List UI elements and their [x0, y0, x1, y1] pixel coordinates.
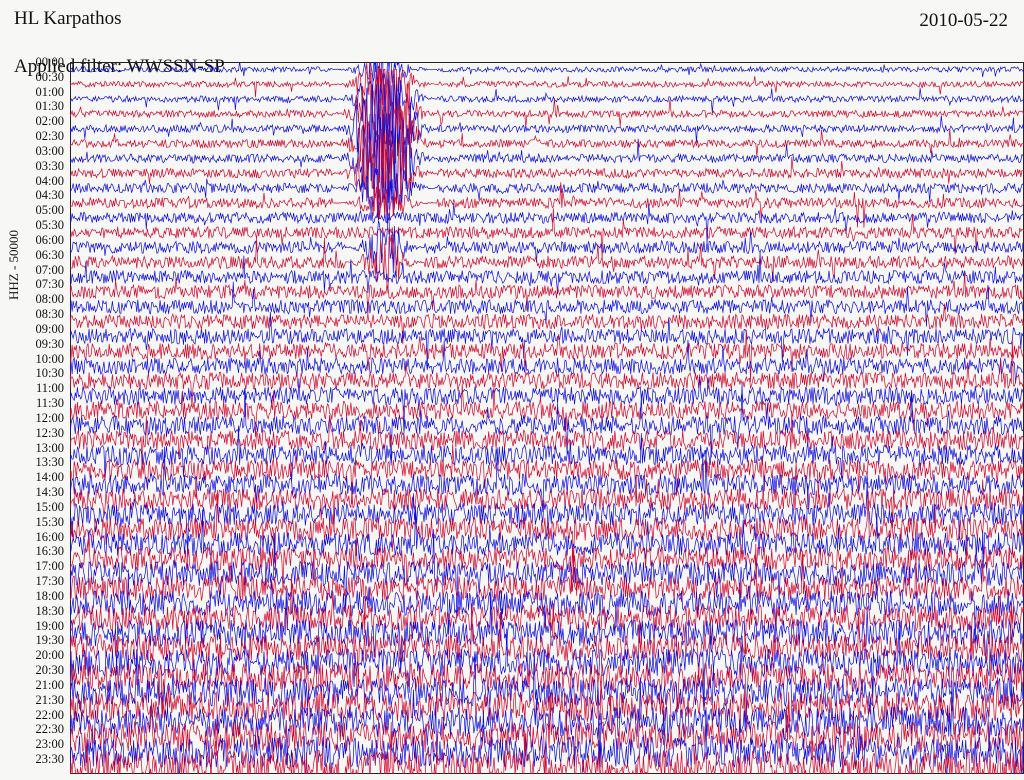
row-time-label: 04:00 [8, 174, 64, 189]
row-time-label: 21:00 [8, 678, 64, 693]
row-time-label: 18:00 [8, 589, 64, 604]
row-time-label: 09:00 [8, 322, 64, 337]
row-time-label: 11:00 [8, 381, 64, 396]
row-time-label: 15:30 [8, 515, 64, 530]
row-time-label: 23:30 [8, 752, 64, 767]
row-time-label: 15:00 [8, 500, 64, 515]
row-time-label: 20:00 [8, 648, 64, 663]
row-time-label: 09:30 [8, 337, 64, 352]
row-time-label: 22:30 [8, 722, 64, 737]
row-time-label: 02:30 [8, 129, 64, 144]
row-time-label: 08:30 [8, 307, 64, 322]
row-time-label: 13:00 [8, 441, 64, 456]
row-time-label: 04:30 [8, 188, 64, 203]
row-time-label: 07:30 [8, 277, 64, 292]
row-time-label: 17:30 [8, 574, 64, 589]
row-time-label: 17:00 [8, 559, 64, 574]
row-time-label: 16:30 [8, 544, 64, 559]
row-time-label: 03:00 [8, 144, 64, 159]
row-time-label: 22:00 [8, 708, 64, 723]
helicorder-plot-area[interactable]: 00:00 00:30 01:00 01:30 02:00 02:30 03:00 03:30… [70, 62, 1024, 774]
row-time-label: 08:00 [8, 292, 64, 307]
row-time-label: 19:00 [8, 619, 64, 634]
row-time-label: 06:30 [8, 248, 64, 263]
row-time-label: 18:30 [8, 604, 64, 619]
row-time-label: 12:30 [8, 426, 64, 441]
trace-row-47 [70, 62, 1024, 774]
row-time-label: 14:00 [8, 470, 64, 485]
row-time-label: 06:00 [8, 233, 64, 248]
station-title: HL Karpathos [14, 8, 225, 30]
seismogram-page: HL Karpathos Applied filter: WWSSN-SP 20… [0, 0, 1024, 780]
row-time-label: 00:30 [8, 70, 64, 85]
row-time-label: 14:30 [8, 485, 64, 500]
row-time-label: 01:00 [8, 85, 64, 100]
row-time-label: 21:30 [8, 693, 64, 708]
row-time-label: 05:30 [8, 218, 64, 233]
row-time-label: 03:30 [8, 159, 64, 174]
row-time-label: 01:30 [8, 99, 64, 114]
row-time-label: 10:00 [8, 352, 64, 367]
row-time-label: 05:00 [8, 203, 64, 218]
row-time-label: 02:00 [8, 114, 64, 129]
row-time-label: 11:30 [8, 396, 64, 411]
row-time-label: 23:00 [8, 737, 64, 752]
row-time-label: 10:30 [8, 366, 64, 381]
row-time-label: 00:00 [8, 55, 64, 70]
row-time-label: 07:00 [8, 263, 64, 278]
row-time-label: 12:00 [8, 411, 64, 426]
row-time-label: 20:30 [8, 663, 64, 678]
row-time-label: 19:30 [8, 633, 64, 648]
row-time-label: 13:30 [8, 455, 64, 470]
row-time-label: 16:00 [8, 530, 64, 545]
date-label: 2010-05-22 [919, 10, 1008, 32]
